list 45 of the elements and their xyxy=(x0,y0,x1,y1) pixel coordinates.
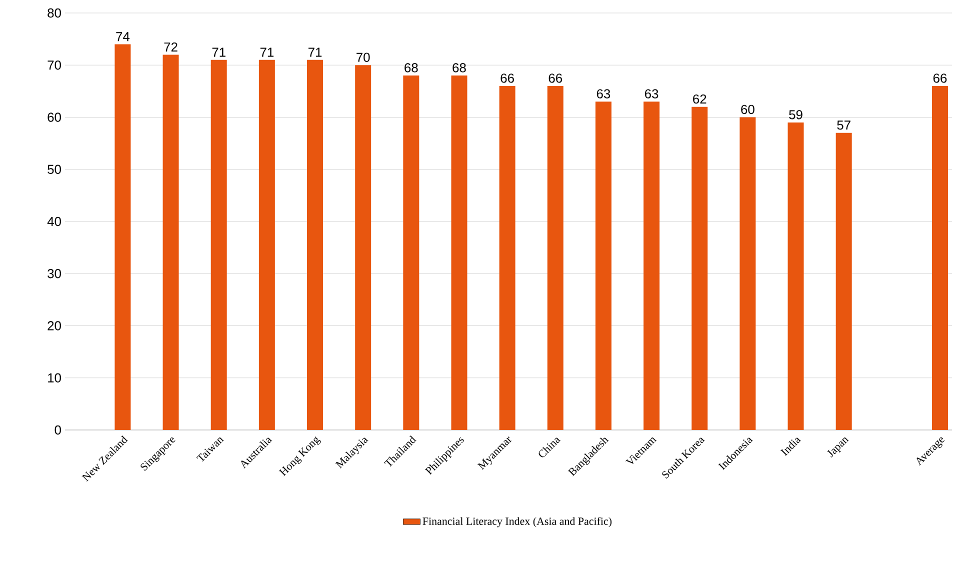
data-label: 63 xyxy=(644,89,658,98)
data-label: 66 xyxy=(933,74,947,83)
data-label: 74 xyxy=(116,32,130,42)
data-label: 71 xyxy=(260,48,274,57)
data-label: 66 xyxy=(548,74,562,83)
data-label: 72 xyxy=(164,42,178,52)
bar xyxy=(258,60,275,430)
data-label: 70 xyxy=(356,52,370,62)
bar xyxy=(595,102,612,430)
y-tick-label: 70 xyxy=(48,60,61,70)
y-tick-label: 80 xyxy=(48,8,61,18)
y-tick-label: 40 xyxy=(47,216,61,226)
data-label: 66 xyxy=(500,74,514,83)
y-tick-label: 20 xyxy=(48,321,61,330)
bar xyxy=(644,102,660,430)
bar xyxy=(210,60,227,430)
bar xyxy=(355,65,372,430)
legend-label: Financial Literacy Index (Asia and Pacific) xyxy=(422,517,612,528)
bar xyxy=(740,117,756,430)
data-label: 71 xyxy=(308,48,322,57)
y-tick-label: 0 xyxy=(54,425,61,435)
bar xyxy=(403,76,420,430)
data-label: 68 xyxy=(452,63,466,72)
bar xyxy=(547,86,564,430)
data-label: 57 xyxy=(837,120,850,130)
y-tick-label: 10 xyxy=(48,373,61,382)
bar xyxy=(692,106,708,430)
bar xyxy=(836,132,852,430)
data-label: 62 xyxy=(693,94,706,104)
y-tick-label: 50 xyxy=(48,164,61,174)
bar xyxy=(499,86,516,430)
bar xyxy=(451,76,468,430)
y-tick-label: 60 xyxy=(48,112,61,122)
data-label: 63 xyxy=(596,89,610,98)
bar xyxy=(307,60,324,430)
bar xyxy=(932,86,948,430)
bar xyxy=(114,44,131,430)
data-label: 68 xyxy=(404,63,418,72)
bar xyxy=(162,54,179,430)
bar xyxy=(788,122,804,430)
data-label: 59 xyxy=(789,110,802,120)
y-tick-label: 30 xyxy=(48,269,61,278)
data-label: 60 xyxy=(741,104,754,114)
x-tick-label: India xyxy=(780,438,802,456)
data-label: 71 xyxy=(212,48,226,57)
